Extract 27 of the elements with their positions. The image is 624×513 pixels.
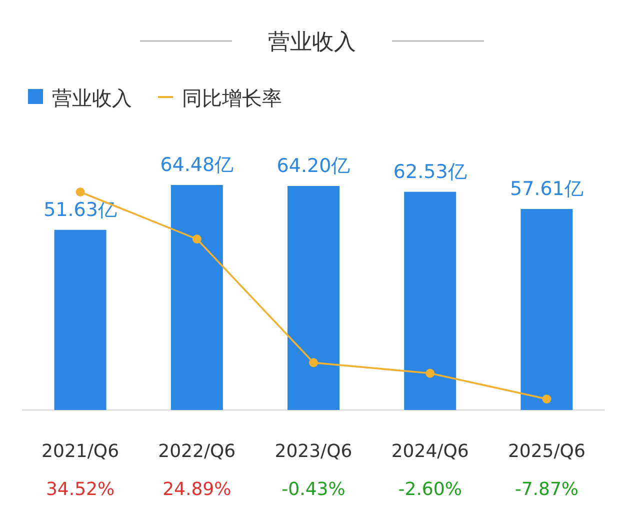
- bar: [54, 230, 106, 410]
- x-tick-label: 2025/Q6: [508, 441, 586, 462]
- point: [309, 358, 318, 368]
- chart-title: 营业收入: [268, 30, 356, 55]
- data-label: -2.60%: [398, 479, 462, 500]
- legend-label: 营业收入: [52, 86, 132, 110]
- point: [542, 394, 552, 404]
- data-label: 64.20亿: [276, 154, 350, 177]
- x-tick-label: 2023/Q6: [274, 441, 352, 462]
- data-label: 34.52%: [46, 479, 115, 500]
- bar: [404, 192, 456, 410]
- legend-label: 同比增长率: [182, 86, 282, 110]
- point: [76, 188, 85, 196]
- point: [426, 368, 435, 378]
- x-tick-label: 2022/Q6: [158, 441, 236, 462]
- bar: [170, 185, 223, 410]
- data-label: -0.43%: [282, 479, 346, 500]
- point: [192, 234, 202, 244]
- data-label: 24.89%: [162, 479, 232, 500]
- x-tick-label: 2021/Q6: [42, 441, 120, 462]
- data-label: 62.53亿: [393, 160, 467, 183]
- data-label: 64.48亿: [160, 154, 234, 176]
- x-tick-label: 2024/Q6: [391, 441, 469, 462]
- data-label: -7.87%: [514, 479, 579, 500]
- bar: [288, 186, 340, 410]
- bar: [520, 208, 573, 410]
- data-label: 57.61亿: [510, 178, 584, 200]
